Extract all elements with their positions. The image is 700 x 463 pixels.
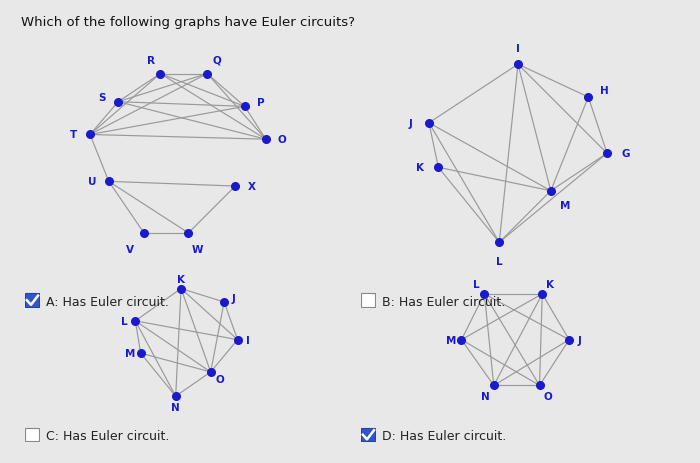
Text: B: Has Euler circuit.: B: Has Euler circuit. <box>382 295 505 308</box>
Text: J: J <box>578 335 582 345</box>
Text: L: L <box>473 280 480 290</box>
Text: P: P <box>258 98 265 107</box>
Text: H: H <box>601 86 609 96</box>
Text: K: K <box>546 280 554 290</box>
Text: S: S <box>98 93 106 103</box>
Text: O: O <box>543 391 552 401</box>
Text: C: Has Euler circuit.: C: Has Euler circuit. <box>46 429 169 442</box>
Text: L: L <box>496 257 503 266</box>
Text: Q: Q <box>212 56 221 65</box>
Text: V: V <box>126 245 134 255</box>
Text: I: I <box>516 44 520 54</box>
Text: K: K <box>177 275 185 284</box>
Text: O: O <box>278 135 286 145</box>
Text: N: N <box>172 402 180 412</box>
Text: M: M <box>125 348 135 358</box>
Text: I: I <box>246 335 251 345</box>
Text: Which of the following graphs have Euler circuits?: Which of the following graphs have Euler… <box>21 16 355 29</box>
Text: M: M <box>445 335 456 345</box>
Text: G: G <box>622 149 630 159</box>
Text: J: J <box>232 294 235 303</box>
Text: O: O <box>216 374 225 384</box>
Text: J: J <box>408 119 412 129</box>
Text: K: K <box>416 163 423 173</box>
Text: T: T <box>70 130 77 140</box>
Text: D: Has Euler circuit.: D: Has Euler circuit. <box>382 429 505 442</box>
Text: M: M <box>560 200 570 210</box>
Text: U: U <box>88 177 97 187</box>
Text: X: X <box>248 181 256 192</box>
Text: L: L <box>121 316 128 326</box>
Text: R: R <box>147 56 155 65</box>
Text: W: W <box>192 245 204 255</box>
Text: N: N <box>482 391 490 401</box>
Text: A: Has Euler circuit.: A: Has Euler circuit. <box>46 295 169 308</box>
